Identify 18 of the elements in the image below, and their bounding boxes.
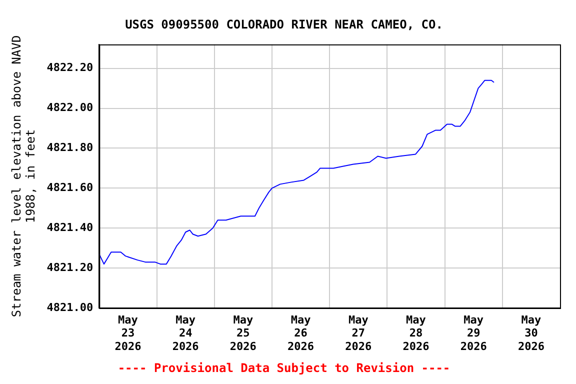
x-tick-label: May 25 2026 (230, 313, 257, 353)
y-tick-label: 4821.60 (46, 181, 94, 194)
y-tick-label: 4821.20 (46, 260, 94, 274)
y-tick-label: 4821.00 (46, 300, 94, 314)
x-tick-label: May 30 2026 (518, 313, 545, 353)
y-axis-title: Stream water level elevation above NAVD 1988, in feet (9, 35, 38, 318)
x-tick-label: May 23 2026 (114, 313, 142, 353)
y-tick-label: 4821.80 (46, 141, 94, 154)
x-tick-label: May 27 2026 (345, 313, 372, 353)
text: ---- Provisional Data Subject to Revision ---- (118, 360, 450, 375)
x-tick-label: May 24 2026 (172, 313, 200, 353)
y-tick-label: 4822.00 (46, 101, 94, 114)
x-tick-label: May 29 2026 (460, 313, 488, 353)
x-tick-label: May 26 2026 (288, 313, 314, 353)
y-tick-label: 4822.20 (46, 61, 94, 74)
chart-title: USGS 09095500 COLORADO RIVER NEAR CAMEO, CO. (125, 17, 443, 32)
y-tick-label: 4821.40 (46, 220, 94, 234)
x-tick-label: May 28 2026 (402, 313, 430, 353)
